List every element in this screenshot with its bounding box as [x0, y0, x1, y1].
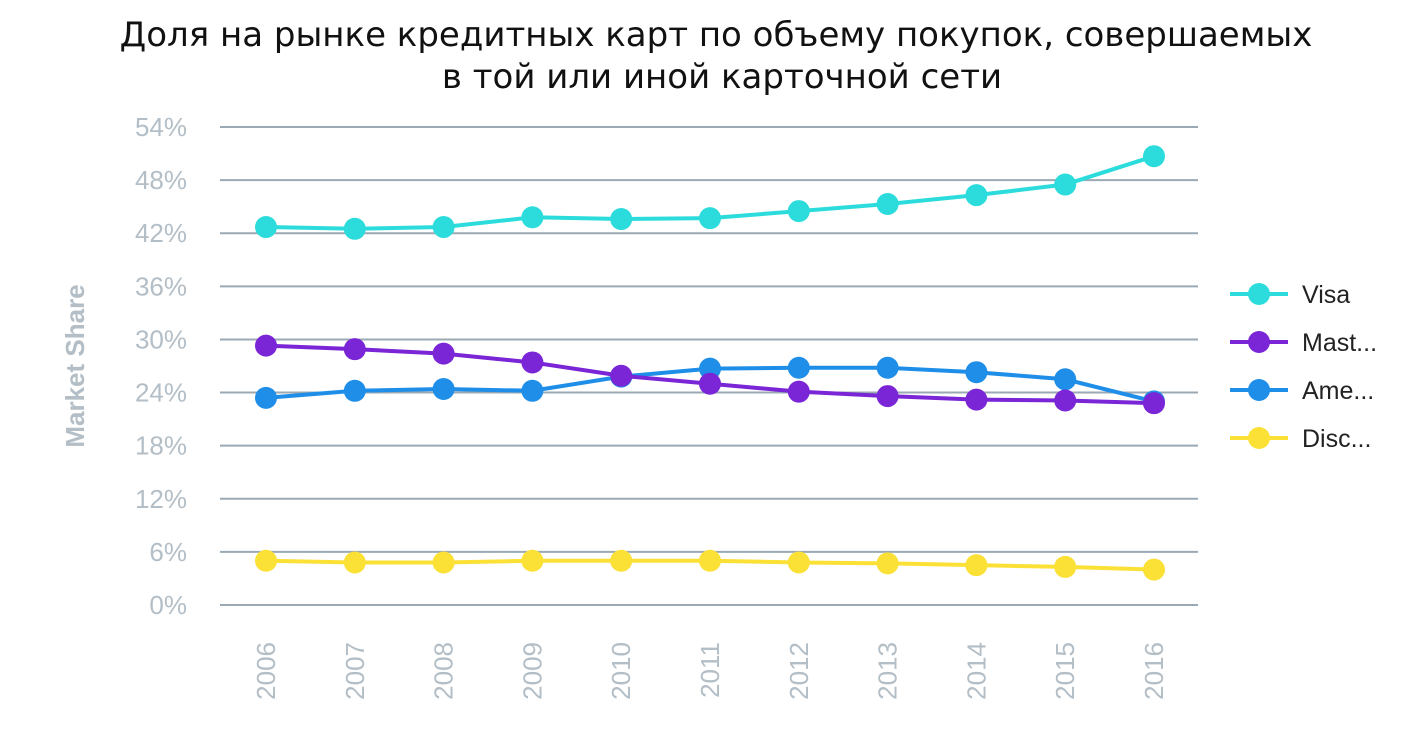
data-point[interactable] [255, 386, 277, 409]
data-point[interactable] [432, 342, 455, 365]
data-point[interactable] [521, 549, 544, 572]
data-point[interactable] [610, 549, 633, 572]
x-tick-label: 2009 [517, 642, 547, 700]
legend-label: Mast... [1302, 329, 1377, 357]
data-point[interactable] [1054, 173, 1077, 196]
data-point[interactable] [876, 552, 899, 575]
legend-marker [1248, 379, 1270, 401]
y-tick-label: 0% [149, 590, 187, 620]
x-tick-label: 2016 [1139, 642, 1169, 700]
y-tick-label: 36% [135, 271, 187, 301]
y-tick-label: 48% [135, 165, 187, 195]
data-point[interactable] [699, 207, 721, 230]
legend-marker [1248, 427, 1270, 449]
y-tick-label: 18% [135, 431, 187, 461]
data-point[interactable] [1054, 368, 1077, 391]
y-axis-label: Market Share [60, 284, 90, 447]
x-tick-label: 2013 [873, 642, 903, 700]
legend-label: Ame... [1302, 377, 1374, 405]
data-point[interactable] [699, 357, 721, 380]
x-tick-label: 2007 [340, 642, 370, 700]
data-point[interactable] [1143, 145, 1165, 168]
data-point[interactable] [876, 385, 899, 408]
legend-label: Visa [1302, 281, 1350, 309]
data-point[interactable] [521, 351, 544, 374]
data-point[interactable] [521, 379, 544, 402]
x-tick-labels: 2006 2007 2008 2009 2010 2011 2012 2013 2014 2015… [251, 642, 1169, 700]
legend-label: Disc... [1302, 425, 1371, 453]
y-tick-label: 42% [135, 218, 187, 248]
data-point[interactable] [787, 380, 810, 403]
data-point[interactable] [432, 216, 455, 239]
y-tick-label: 6% [149, 537, 187, 567]
legend-item[interactable]: Disc... [1230, 425, 1371, 453]
data-point[interactable] [610, 364, 633, 387]
data-point[interactable] [965, 361, 988, 384]
x-tick-label: 2006 [251, 642, 281, 700]
data-point[interactable] [1054, 389, 1077, 412]
data-point[interactable] [876, 356, 899, 379]
data-point[interactable] [432, 378, 455, 401]
data-point[interactable] [432, 551, 455, 574]
x-tick-label: 2010 [606, 642, 636, 700]
data-point[interactable] [255, 334, 277, 357]
x-tick-label: 2008 [429, 642, 459, 700]
data-point[interactable] [699, 549, 721, 572]
y-tick-label: 24% [135, 378, 187, 408]
legend-item[interactable]: Visa [1230, 281, 1350, 309]
data-point[interactable] [699, 372, 721, 395]
series-1 [255, 334, 1165, 415]
y-tick-labels: 0% 6% 12% 18% 24% 30% 36% 42% 48% 54% [135, 112, 187, 620]
x-tick-label: 2014 [961, 642, 991, 700]
y-tick-label: 30% [135, 324, 187, 354]
data-point[interactable] [965, 388, 988, 411]
chart-title-line-1: Доля на рынке кредитных карт по объему п… [120, 15, 1313, 55]
x-tick-label: 2012 [784, 642, 814, 700]
data-point[interactable] [610, 208, 633, 231]
series-0 [255, 145, 1165, 240]
data-point[interactable] [343, 338, 366, 361]
data-point[interactable] [965, 554, 988, 577]
legend: Visa Mast... Ame... Disc... [1230, 281, 1377, 453]
series-2 [255, 356, 1165, 413]
y-tick-label: 54% [135, 112, 187, 142]
data-point[interactable] [343, 217, 366, 240]
data-point[interactable] [343, 551, 366, 574]
data-point[interactable] [1054, 555, 1077, 578]
data-point[interactable] [1143, 392, 1165, 415]
x-tick-label: 2015 [1050, 642, 1080, 700]
data-point[interactable] [255, 549, 277, 572]
data-point[interactable] [255, 216, 277, 239]
chart-title-line-2: в той или иной карточной сети [442, 57, 1002, 97]
data-point[interactable] [343, 379, 366, 402]
legend-item[interactable]: Mast... [1230, 329, 1377, 357]
legend-marker [1248, 331, 1270, 353]
legend-marker [1248, 283, 1270, 305]
data-point[interactable] [965, 184, 988, 207]
data-point[interactable] [787, 356, 810, 379]
x-tick-label: 2011 [695, 642, 725, 698]
data-point[interactable] [876, 193, 899, 216]
data-point[interactable] [1143, 558, 1165, 581]
y-tick-label: 12% [135, 484, 187, 514]
series-layer [255, 145, 1165, 581]
data-point[interactable] [787, 551, 810, 574]
data-point[interactable] [787, 200, 810, 223]
data-point[interactable] [521, 206, 544, 229]
legend-item[interactable]: Ame... [1230, 377, 1374, 405]
series-3 [255, 549, 1165, 581]
